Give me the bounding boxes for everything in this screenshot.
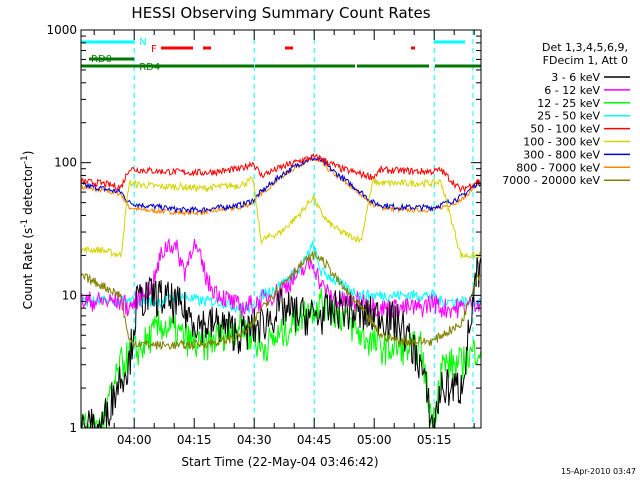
x-tick-label: 04:00 <box>117 433 152 447</box>
x-axis-label: Start Time (22-May-04 03:46:42) <box>181 455 378 469</box>
chart-title: HESSI Observing Summary Count Rates <box>131 4 430 22</box>
plot-layer <box>80 30 481 429</box>
x-tick-label: 04:30 <box>237 433 272 447</box>
legend-entry-label: 800 - 7000 keV <box>516 161 600 174</box>
legend: Det 1,3,4,5,6,9,FDecim 1, Att 0 3 - 6 keV… <box>502 41 630 187</box>
legend-entry-label: 3 - 6 keV <box>551 71 600 84</box>
x-tick-label: 04:15 <box>177 433 212 447</box>
footer-timestamp: 15-Apr-2010 03:47 <box>561 467 636 476</box>
flag-rd4-label: RD4 <box>139 62 160 73</box>
legend-entry-label: 6 - 12 keV <box>544 84 600 97</box>
legend-entry-label: 300 - 800 keV <box>523 148 600 161</box>
legend-entry-label: 12 - 25 keV <box>537 97 600 110</box>
y-label-sup2: -1 <box>20 155 30 164</box>
x-tick-label: 05:15 <box>417 433 452 447</box>
y-tick-label: 1000 <box>46 23 77 37</box>
series-line-2 <box>80 287 481 429</box>
series-line-1 <box>80 237 481 319</box>
plot-frame <box>80 29 482 429</box>
legend-entry-label: 100 - 300 keV <box>523 136 600 149</box>
legend-header-line: FDecim 1, Att 0 <box>543 54 628 67</box>
series-line-5 <box>80 176 481 259</box>
y-label-sup1: -1 <box>20 219 30 228</box>
y-label-mid: detector <box>21 164 35 219</box>
legend-entry-label: 50 - 100 keV <box>530 123 600 136</box>
series-line-3 <box>80 240 481 314</box>
series-line-8 <box>80 250 481 351</box>
y-tick-label: 10 <box>62 288 77 302</box>
y-label-end: ) <box>21 151 35 156</box>
series-line-6 <box>80 155 481 215</box>
series-line-0 <box>80 257 481 429</box>
y-label-main: Count Rate (s <box>21 228 35 310</box>
y-tick-label: 100 <box>54 156 77 170</box>
x-tick-label: 04:45 <box>297 433 332 447</box>
axes: 1 10 100 1000 04:00 04:15 04:30 04:45 05:00 05:15 <box>46 23 482 447</box>
observing-flags: NF RD0 RD4 <box>81 37 481 73</box>
svg-text:Count Rate (s-1 detector-1): Count Rate (s-1 detector-1) <box>20 151 35 310</box>
legend-entry-label: 25 - 50 keV <box>537 110 600 123</box>
flag-rd0-label: RD0 <box>91 54 112 65</box>
series-line-4 <box>80 153 481 194</box>
flag-f-label: F <box>151 44 157 55</box>
y-tick-label: 1 <box>69 421 77 435</box>
x-tick-label: 05:00 <box>357 433 392 447</box>
legend-entry-label: 7000 - 20000 keV <box>502 174 600 187</box>
legend-header-line: Det 1,3,4,5,6,9, <box>542 41 628 54</box>
y-axis-label: Count Rate (s-1 detector-1) <box>20 151 35 310</box>
flag-n-label: N <box>139 37 146 48</box>
